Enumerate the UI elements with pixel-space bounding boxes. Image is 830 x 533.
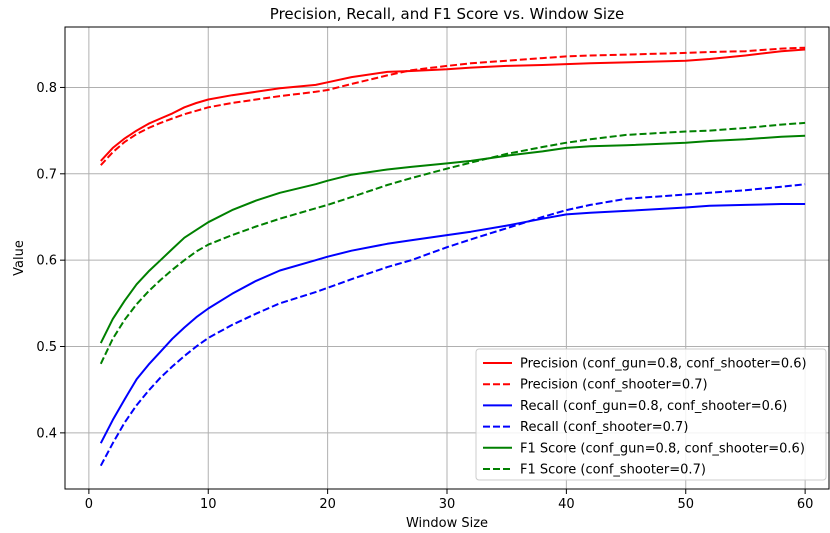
series-line (99, 203, 806, 444)
y-tick-label: 0.7 (36, 167, 57, 182)
legend-label: F1 Score (conf_gun=0.8, conf_shooter=0.6… (520, 441, 805, 456)
x-tick-label: 10 (200, 497, 217, 512)
x-axis-label: Window Size (406, 516, 488, 531)
legend-label: Precision (conf_gun=0.8, conf_shooter=0.… (520, 357, 807, 372)
legend-box (475, 348, 827, 481)
series-line (100, 48, 806, 162)
series-line (99, 134, 806, 344)
series-line (99, 183, 806, 467)
x-axis: 0 10 20 30 40 50 60 (85, 489, 814, 512)
x-tick-label: 20 (319, 497, 336, 512)
x-tick-label: 30 (439, 497, 456, 512)
x-tick-label: 0 (85, 497, 93, 512)
grid (65, 27, 829, 489)
y-tick-label: 0.5 (36, 340, 57, 355)
x-tick-label: 60 (797, 497, 814, 512)
chart-title: Precision, Recall, and F1 Score vs. Wind… (270, 5, 624, 23)
y-tick-label: 0.8 (36, 81, 57, 96)
series-line (99, 121, 806, 365)
legend-label: Precision (conf_shooter=0.7) (520, 378, 708, 393)
series-lines (99, 46, 806, 467)
legend-label: Recall (conf_gun=0.8, conf_shooter=0.6) (520, 399, 787, 414)
legend: Precision (conf_gun=0.8, conf_shooter=0.… (475, 348, 827, 481)
legend-label: F1 Score (conf_shooter=0.7) (520, 463, 706, 478)
x-tick-label: 40 (558, 497, 575, 512)
y-axis: 0.4 0.5 0.6 0.7 0.8 (36, 81, 65, 441)
legend-label: Recall (conf_shooter=0.7) (520, 420, 688, 435)
y-tick-label: 0.6 (36, 254, 57, 269)
y-tick-label: 0.4 (36, 426, 57, 441)
series-line (100, 46, 806, 166)
y-axis-label: Value (12, 240, 27, 276)
x-tick-label: 50 (677, 497, 694, 512)
